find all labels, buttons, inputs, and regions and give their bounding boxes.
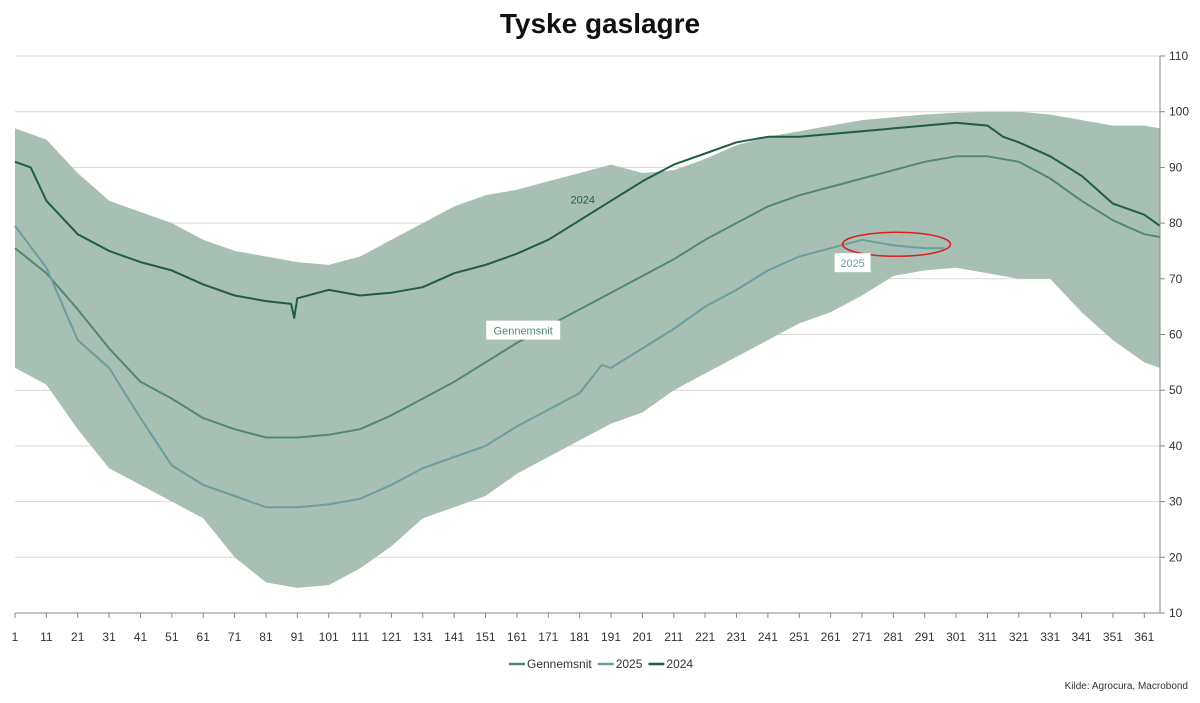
x-tick-label: 311 — [978, 630, 997, 644]
chart-title: Tyske gaslagre — [499, 8, 701, 39]
y-tick-label: 10 — [1169, 606, 1183, 620]
y-tick-label: 70 — [1169, 272, 1183, 286]
y-tick-label: 50 — [1169, 383, 1183, 397]
x-tick-label: 191 — [601, 630, 621, 644]
x-tick-label: 121 — [381, 630, 401, 644]
x-tick-label: 251 — [789, 630, 809, 644]
x-tick-label: 151 — [476, 630, 496, 644]
annotation-2024: 2024 — [571, 195, 595, 207]
x-tick-label: 21 — [71, 630, 85, 644]
series-line-2025 — [14, 225, 944, 509]
source-note: Kilde: Agrocura, Macrobond — [1064, 681, 1188, 692]
x-tick-label: 131 — [413, 630, 433, 644]
x-tick-label: 201 — [632, 630, 652, 644]
x-tick-label: 271 — [852, 630, 872, 644]
x-tick-label: 361 — [1134, 630, 1154, 644]
y-tick-label: 60 — [1169, 328, 1183, 342]
series-line-gennemsnit — [14, 155, 1161, 439]
y-tick-label: 110 — [1169, 49, 1188, 63]
x-tick-label: 171 — [538, 630, 558, 644]
y-tick-label: 80 — [1169, 216, 1183, 230]
x-tick-label: 71 — [228, 630, 242, 644]
series-lines — [14, 121, 1161, 509]
x-tick-label: 91 — [291, 630, 305, 644]
legend-label-2025: 2025 — [616, 657, 643, 671]
x-tick-label: 161 — [507, 630, 527, 644]
x-tick-label: 231 — [726, 630, 746, 644]
annotation-2025: 2025 — [840, 258, 864, 270]
x-tick-label: 341 — [1072, 630, 1092, 644]
x-tick-label: 331 — [1040, 630, 1060, 644]
x-tick-label: 51 — [165, 630, 179, 644]
annotation-2025-box — [834, 253, 871, 273]
x-tick-label: 261 — [821, 630, 841, 644]
x-tick-label: 141 — [444, 630, 464, 644]
x-tick-label: 111 — [351, 630, 370, 644]
x-tick-label: 11 — [40, 630, 53, 644]
x-tick-label: 181 — [570, 630, 590, 644]
legend-label-2024: 2024 — [666, 657, 693, 671]
x-tick-label: 241 — [758, 630, 778, 644]
series-line-2024 — [14, 121, 1161, 319]
y-tick-label: 30 — [1169, 495, 1183, 509]
annotation-gennemsnit: Gennemsnit — [494, 326, 553, 338]
x-tick-label: 281 — [883, 630, 903, 644]
x-tick-label: 31 — [102, 630, 116, 644]
y-tick-label: 40 — [1169, 439, 1183, 453]
x-tick-label: 221 — [695, 630, 715, 644]
y-tick-label: 90 — [1169, 160, 1183, 174]
x-tick-label: 101 — [319, 630, 339, 644]
x-tick-label: 41 — [134, 630, 148, 644]
annotation-gennemsnit-box — [486, 320, 561, 340]
x-tick-label: 211 — [664, 630, 683, 644]
x-tick-label: 81 — [259, 630, 273, 644]
legend: Gennemsnit 2025 2024 — [509, 657, 693, 671]
x-tick-label: 1 — [12, 630, 19, 644]
x-tick-label: 291 — [915, 630, 935, 644]
x-tick-label: 351 — [1103, 630, 1123, 644]
y-tick-label: 100 — [1169, 105, 1189, 119]
x-tick-label: 321 — [1009, 630, 1029, 644]
range-band — [15, 111, 1160, 588]
annotations: 2024 2025 Gennemsnit — [486, 195, 871, 340]
x-tick-label: 301 — [946, 630, 966, 644]
highlight-ellipse — [841, 231, 952, 258]
y-tick-label: 20 — [1169, 550, 1183, 564]
x-tick-label: 61 — [197, 630, 211, 644]
legend-label-gennemsnit: Gennemsnit — [527, 657, 592, 671]
